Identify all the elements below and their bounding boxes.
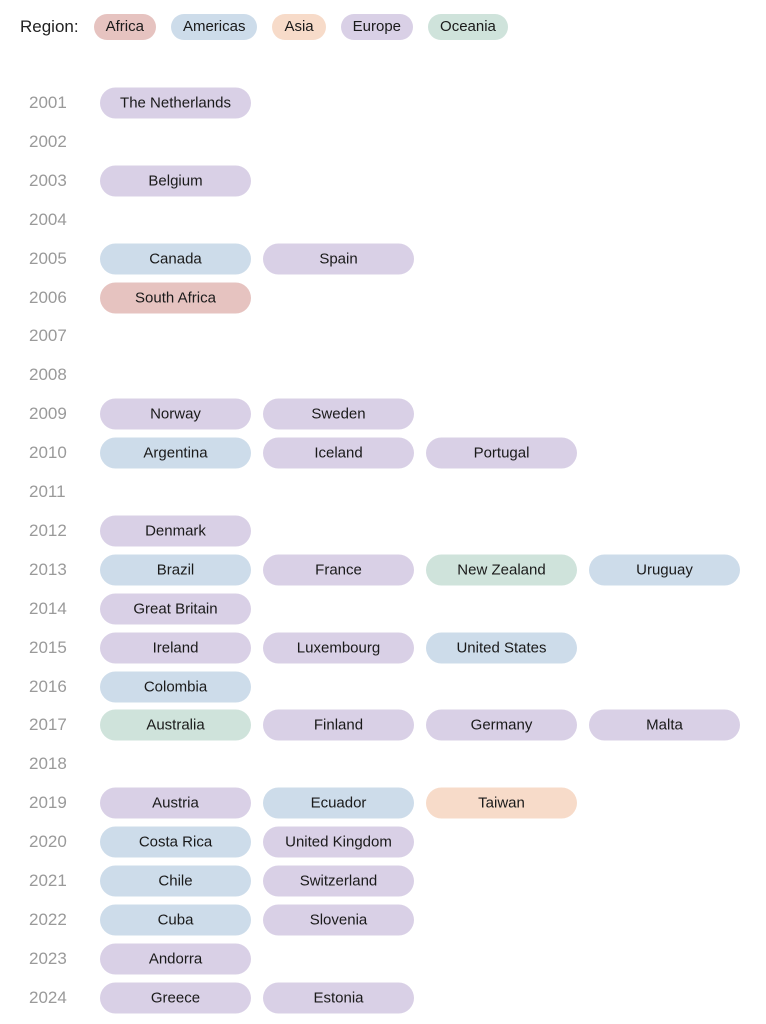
year-label: 2012 <box>29 520 67 540</box>
country-pill: Norway <box>100 398 251 430</box>
year-label: 2008 <box>29 365 67 385</box>
year-label: 2024 <box>29 987 67 1007</box>
year-label: 2017 <box>29 715 67 735</box>
year-label: 2023 <box>29 948 67 968</box>
legend-item-americas[interactable]: Americas <box>170 14 258 40</box>
region-legend: Region: Africa Americas Asia Europe Ocea… <box>20 14 523 40</box>
year-label: 2020 <box>29 832 67 852</box>
country-pill: Malta <box>589 709 740 741</box>
country-pill: Great Britain <box>100 593 251 625</box>
country-pill: Taiwan <box>426 787 577 819</box>
legend-item-europe[interactable]: Europe <box>340 14 414 40</box>
country-pill: Argentina <box>100 437 251 469</box>
country-pill: Costa Rica <box>100 826 251 858</box>
country-pill: Canada <box>100 243 251 275</box>
country-pill: Austria <box>100 787 251 819</box>
country-pill: Denmark <box>100 515 251 547</box>
country-pill: New Zealand <box>426 554 577 586</box>
country-pill: Uruguay <box>589 554 740 586</box>
year-label: 2007 <box>29 326 67 346</box>
country-pill: Andorra <box>100 943 251 975</box>
year-label: 2002 <box>29 131 67 151</box>
year-label: 2019 <box>29 793 67 813</box>
year-label: 2001 <box>29 93 67 112</box>
year-label: 2006 <box>29 287 67 307</box>
country-pill: Greece <box>100 982 251 1014</box>
year-label: 2005 <box>29 248 67 268</box>
country-pill: Brazil <box>100 554 251 586</box>
country-pill: Germany <box>426 709 577 741</box>
year-label: 2022 <box>29 909 67 929</box>
year-label: 2003 <box>29 170 67 190</box>
country-pill: Slovenia <box>263 904 414 936</box>
legend-item-africa[interactable]: Africa <box>93 14 156 40</box>
year-label: 2016 <box>29 676 67 696</box>
country-pill: United States <box>426 632 577 664</box>
legend-item-asia[interactable]: Asia <box>272 14 326 40</box>
country-pill: United Kingdom <box>263 826 414 858</box>
country-pill: The Netherlands <box>100 87 251 119</box>
country-pill: Estonia <box>263 982 414 1014</box>
country-pill: France <box>263 554 414 586</box>
country-pill: Cuba <box>100 904 251 936</box>
country-pill: Ecuador <box>263 787 414 819</box>
country-pill: Spain <box>263 243 414 275</box>
country-pill: Belgium <box>100 165 251 197</box>
country-pill: Luxembourg <box>263 632 414 664</box>
country-pill: Iceland <box>263 437 414 469</box>
country-pill: Ireland <box>100 632 251 664</box>
legend-item-oceania[interactable]: Oceania <box>428 14 508 40</box>
year-label: 2018 <box>29 754 67 774</box>
country-pill: Sweden <box>263 398 414 430</box>
country-pill: Colombia <box>100 671 251 702</box>
legend-title: Region: <box>20 17 79 36</box>
country-pill: Australia <box>100 709 251 741</box>
country-pill: Finland <box>263 709 414 741</box>
country-pill: Chile <box>100 865 251 897</box>
year-label: 2021 <box>29 871 67 890</box>
year-label: 2013 <box>29 559 67 579</box>
country-pill: South Africa <box>100 282 251 313</box>
country-pill: Switzerland <box>263 865 414 897</box>
year-label: 2010 <box>29 443 67 463</box>
year-label: 2014 <box>29 598 67 618</box>
year-label: 2009 <box>29 404 67 424</box>
year-label: 2011 <box>29 482 66 501</box>
year-label: 2015 <box>29 637 67 657</box>
country-pill: Portugal <box>426 437 577 469</box>
year-label: 2004 <box>29 209 67 229</box>
